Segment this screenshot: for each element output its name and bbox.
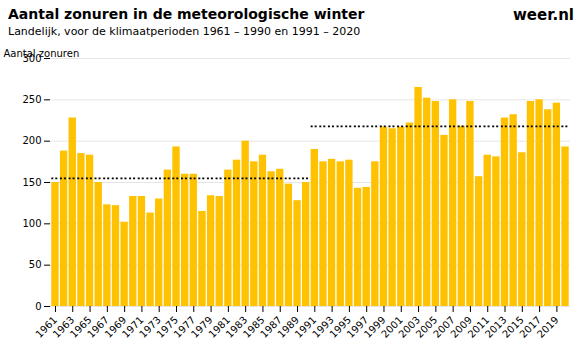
svg-text:1971: 1971 <box>119 314 146 340</box>
svg-text:2001: 2001 <box>379 314 405 340</box>
svg-text:1961: 1961 <box>33 314 60 340</box>
svg-text:1993: 1993 <box>310 314 336 340</box>
svg-text:100: 100 <box>22 218 41 229</box>
svg-text:200: 200 <box>22 135 41 146</box>
svg-text:2017: 2017 <box>517 314 544 340</box>
svg-text:2013: 2013 <box>482 314 509 340</box>
svg-text:1995: 1995 <box>327 314 354 340</box>
svg-text:2019: 2019 <box>535 314 561 340</box>
svg-text:1973: 1973 <box>137 314 163 340</box>
svg-text:1977: 1977 <box>171 314 198 340</box>
svg-text:1987: 1987 <box>258 314 284 340</box>
svg-text:2007: 2007 <box>431 314 457 340</box>
svg-text:1989: 1989 <box>275 314 302 340</box>
svg-text:250: 250 <box>22 94 41 105</box>
svg-text:2009: 2009 <box>448 314 475 340</box>
svg-text:2003: 2003 <box>396 314 423 340</box>
svg-text:1979: 1979 <box>189 314 215 340</box>
svg-text:50: 50 <box>29 259 42 270</box>
svg-text:1975: 1975 <box>154 314 181 340</box>
html-text:Landelijk, voor de klimaatperi: Landelijk, voor de klimaatperioden 1961 … <box>8 25 361 38</box>
svg-text:1965: 1965 <box>68 314 94 340</box>
svg-text:2015: 2015 <box>500 314 526 340</box>
svg-text:150: 150 <box>22 177 41 188</box>
svg-text:1963: 1963 <box>50 314 77 340</box>
svg-text:1985: 1985 <box>240 314 267 340</box>
svg-text:1997: 1997 <box>344 314 371 340</box>
svg-text:2011: 2011 <box>465 314 492 340</box>
svg-text:1991: 1991 <box>292 314 319 340</box>
svg-text:Aantal zonuren: Aantal zonuren <box>4 48 80 59</box>
svg-text:1981: 1981 <box>206 314 232 340</box>
svg-text:1967: 1967 <box>85 314 111 340</box>
svg-text:1983: 1983 <box>223 314 250 340</box>
html-text:weer.nl: weer.nl <box>513 6 574 24</box>
svg-text:0: 0 <box>35 301 41 312</box>
svg-text:1999: 1999 <box>361 314 388 340</box>
svg-text:1969: 1969 <box>102 314 129 340</box>
html-text:Aantal zonuren in de meteorolo: Aantal zonuren in de meteorologische win… <box>8 6 365 22</box>
svg-text:2005: 2005 <box>413 314 440 340</box>
